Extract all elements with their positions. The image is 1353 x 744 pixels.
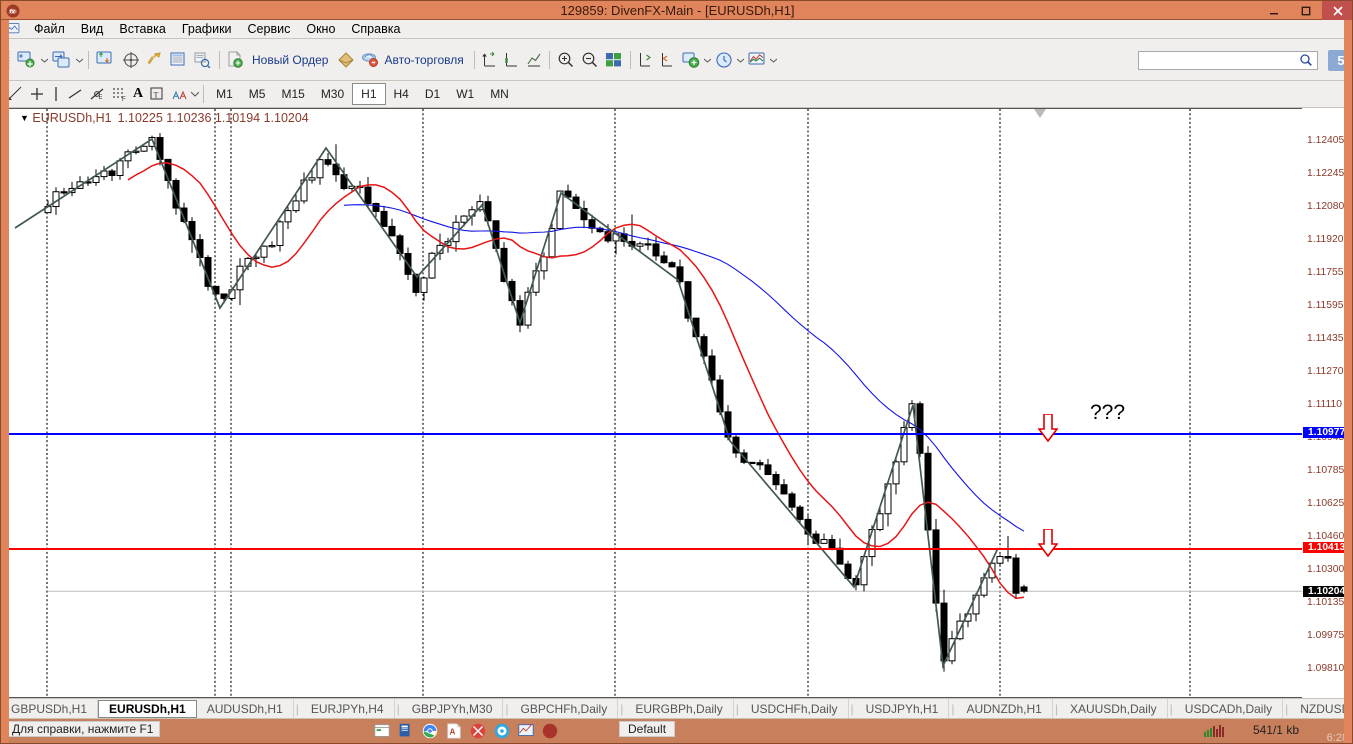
svg-text:T: T bbox=[154, 91, 159, 100]
svg-text:F: F bbox=[122, 97, 126, 102]
svg-text:A: A bbox=[450, 728, 456, 737]
svg-text:E: E bbox=[99, 95, 103, 101]
